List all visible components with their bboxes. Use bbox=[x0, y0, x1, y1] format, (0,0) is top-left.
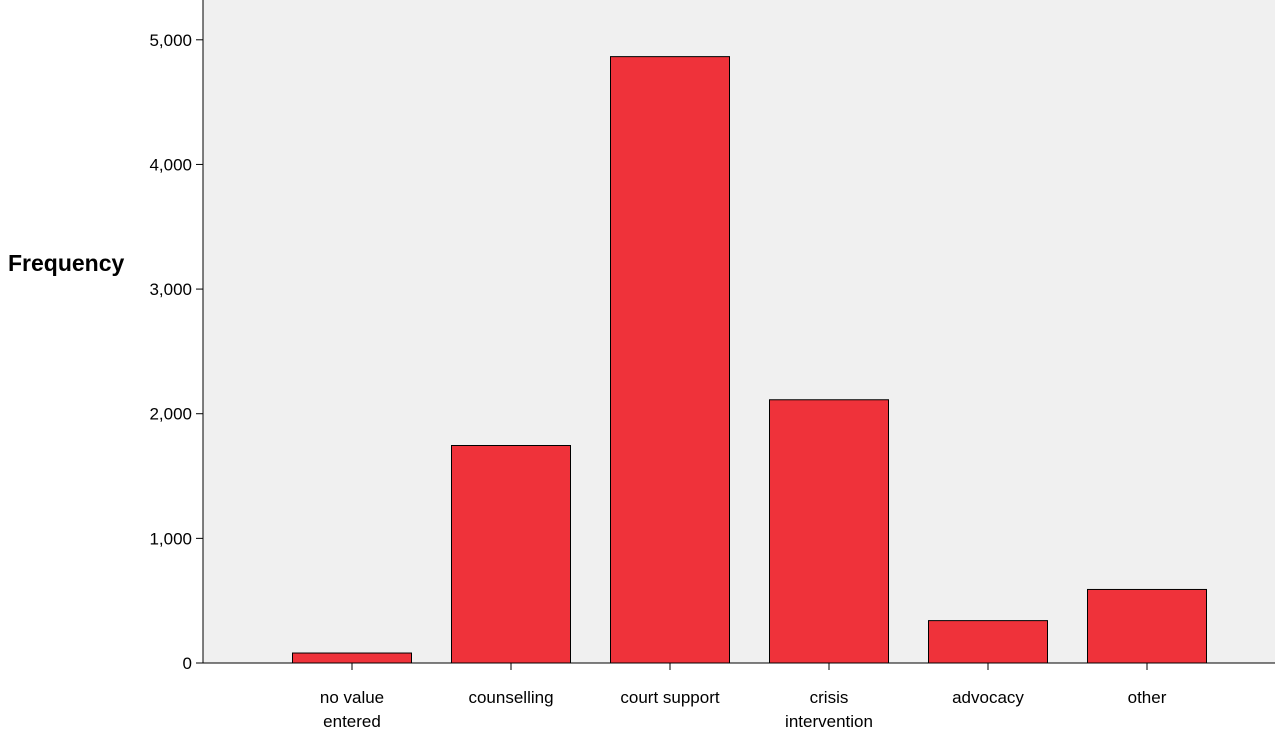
y-tick-label: 4,000 bbox=[149, 155, 192, 174]
x-tick-label: entered bbox=[323, 712, 381, 731]
bar bbox=[769, 399, 889, 664]
y-axis-label: Frequency bbox=[8, 250, 125, 276]
bar bbox=[451, 445, 571, 664]
y-axis-ticks: 0 1,000 2,000 3,000 4,000 5,000 bbox=[149, 31, 203, 673]
bar bbox=[292, 652, 412, 664]
bar bbox=[928, 620, 1048, 664]
bar bbox=[610, 56, 730, 664]
x-tick-label: no value bbox=[320, 688, 384, 707]
x-axis-ticks: no value entered counselling court support c… bbox=[320, 663, 1167, 731]
plot-area bbox=[203, 0, 1275, 663]
bars bbox=[292, 56, 1207, 664]
y-tick-label: 3,000 bbox=[149, 280, 192, 299]
x-tick-label: crisis bbox=[810, 688, 849, 707]
x-tick-label: intervention bbox=[785, 712, 873, 731]
x-tick-label: counselling bbox=[468, 688, 553, 707]
y-tick-label: 1,000 bbox=[149, 529, 192, 548]
bar bbox=[1087, 588, 1207, 664]
x-tick-label: other bbox=[1128, 688, 1167, 707]
y-tick-label: 0 bbox=[183, 654, 192, 673]
x-tick-label: court support bbox=[620, 688, 719, 707]
y-tick-label: 2,000 bbox=[149, 405, 192, 424]
y-tick-label: 5,000 bbox=[149, 31, 192, 50]
x-tick-label: advocacy bbox=[952, 688, 1024, 707]
